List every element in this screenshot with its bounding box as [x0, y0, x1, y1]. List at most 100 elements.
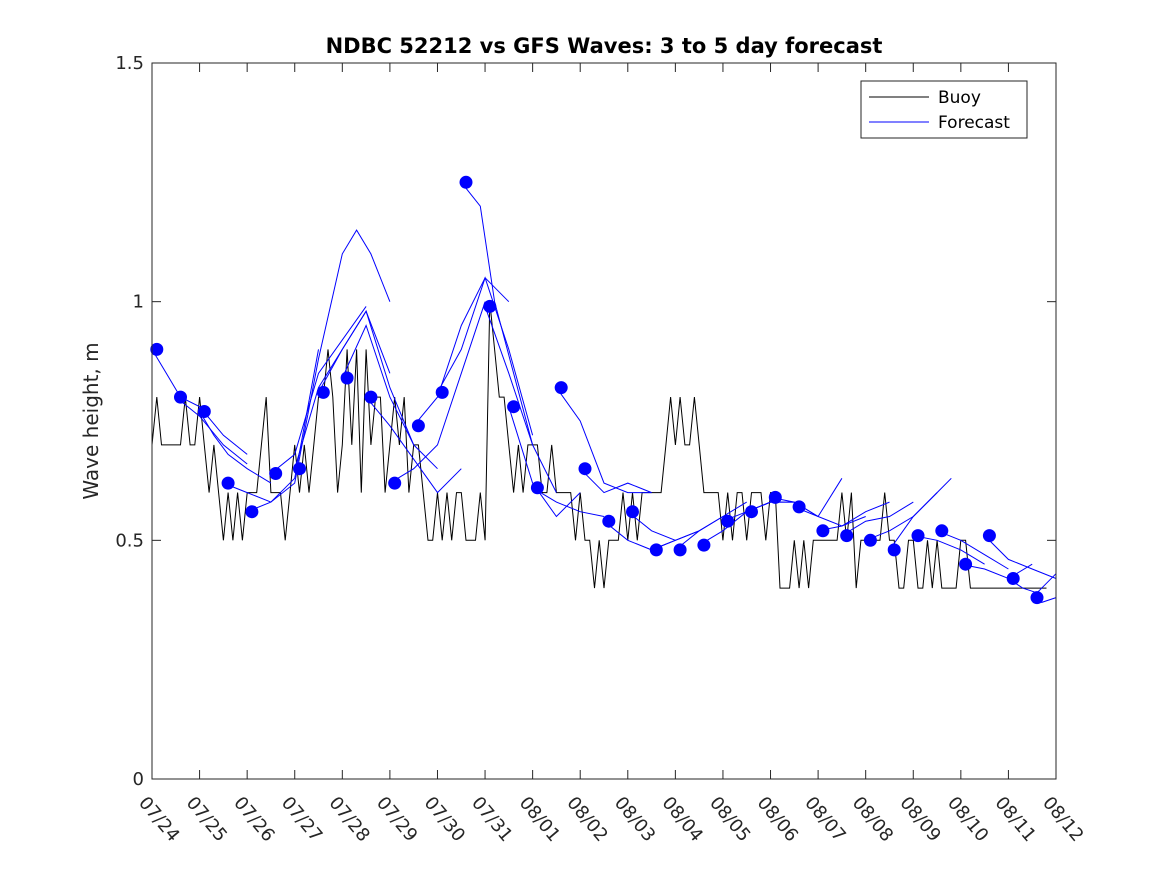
forecast-marker-point: [554, 381, 568, 395]
y-tick-label: 0.5: [115, 530, 144, 551]
y-tick-label: 1.5: [115, 53, 144, 74]
forecast-marker-point: [982, 529, 996, 543]
x-tick-label: 08/07: [800, 793, 849, 846]
x-tick-label: 07/26: [229, 793, 278, 846]
forecast-marker-point: [245, 505, 259, 519]
y-tick-label: 0: [133, 769, 144, 790]
x-tick-label: 08/03: [610, 793, 659, 846]
forecast-run-line-26: [770, 478, 843, 518]
x-tick-label: 08/01: [515, 793, 564, 846]
forecast-marker-point: [1006, 572, 1020, 585]
forecast-run-line-17: [555, 387, 652, 494]
x-tick-label: 08/06: [753, 793, 802, 846]
forecast-marker-point: [673, 543, 687, 557]
forecast-run-line-22: [675, 501, 747, 551]
forecast-marker-point: [316, 385, 330, 399]
plot-area: [150, 62, 1057, 780]
buoy-series-line: [151, 301, 1047, 589]
forecast-marker-point: [174, 390, 187, 404]
x-tick-label: 08/05: [705, 793, 754, 846]
forecast-marker-point: [388, 476, 402, 490]
forecast-marker-point: [340, 371, 354, 385]
forecast-run-line-0: [151, 349, 248, 455]
x-tick-label: 08/04: [658, 793, 707, 846]
x-tick-label: 07/27: [277, 793, 326, 846]
forecast-run-line-16: [532, 487, 605, 517]
forecast-marker-point: [530, 481, 544, 495]
forecast-run-line-31: [889, 477, 952, 551]
forecast-marker-point: [197, 405, 211, 418]
forecast-marker-point: [435, 385, 449, 399]
forecast-marker-point: [483, 299, 497, 313]
forecast-marker-point: [293, 462, 306, 476]
y-axis-label: Wave height, m: [79, 342, 103, 499]
x-tick-label: 08/09: [895, 793, 944, 846]
forecast-run-line-15: [508, 406, 581, 518]
forecast-run-line-12: [437, 276, 534, 436]
legend-buoy-label: Buoy: [938, 88, 981, 108]
plot-background: [152, 63, 1056, 779]
forecast-run-line-14: [484, 306, 557, 493]
forecast-run-line-35: [984, 535, 1057, 579]
x-tick-label: 08/02: [562, 793, 611, 846]
forecast-run-line-34: [960, 563, 1033, 580]
forecast-run-line-10: [389, 301, 486, 484]
forecast-run-line-28: [818, 501, 890, 532]
forecast-marker-point: [150, 342, 164, 356]
forecast-marker-point: [578, 462, 592, 476]
chart-title: NDBC 52212 vs GFS Waves: 3 to 5 day fore…: [326, 34, 883, 58]
forecast-run-line-27: [794, 506, 866, 527]
forecast-run-line-8: [341, 324, 438, 470]
forecast-marker-point: [840, 529, 854, 543]
x-tick-label: 07/30: [420, 793, 469, 846]
y-axis: 0 0.5 1 1.5: [115, 53, 1056, 790]
forecast-marker-point: [887, 543, 901, 557]
forecast-run-line-11: [413, 276, 510, 427]
forecast-marker-point: [459, 175, 473, 189]
x-tick-label: 08/12: [1038, 793, 1087, 846]
x-tick-label: 07/25: [182, 793, 231, 846]
legend: Buoy Forecast: [860, 80, 1028, 139]
forecast-marker-point: [721, 514, 735, 528]
forecast-marker-point: [507, 400, 521, 414]
forecast-run-line-13: [460, 181, 534, 446]
forecast-marker-point: [221, 476, 235, 490]
forecast-run-line-4: [247, 229, 391, 513]
forecast-marker-point: [911, 529, 925, 543]
x-tick-label: 08/11: [991, 793, 1040, 846]
legend-forecast-label: Forecast: [938, 113, 1010, 133]
series-layer: [150, 175, 1057, 605]
forecast-run-line-33: [936, 530, 1009, 570]
forecast-run-line-7: [318, 310, 415, 446]
forecast-marker-point: [816, 524, 830, 538]
forecast-marker-point: [602, 514, 616, 528]
forecast-marker-point: [1030, 591, 1044, 605]
forecast-marker-point: [768, 490, 782, 504]
forecast-marker-point: [364, 390, 378, 404]
forecast-marker-point: [269, 467, 283, 480]
x-tick-label: 08/08: [848, 793, 897, 846]
forecast-run-line-9: [365, 396, 462, 494]
forecast-marker-point: [863, 533, 877, 547]
x-tick-label: 07/28: [324, 793, 373, 846]
forecast-marker-point: [745, 505, 758, 519]
forecast-marker-point: [411, 419, 425, 433]
forecast-marker-point: [959, 557, 973, 571]
forecast-run-line-18: [579, 468, 652, 494]
forecast-run-line-29: [841, 501, 914, 537]
x-tick-label: 07/29: [372, 793, 421, 846]
axes-box: [151, 62, 1057, 780]
x-tick-label: 08/10: [943, 793, 992, 846]
y-tick-label: 1: [133, 292, 144, 313]
forecast-marker-point: [649, 543, 663, 557]
forecast-run-line-5: [270, 306, 367, 474]
x-tick-label: 07/31: [467, 793, 516, 846]
forecast-marker-point: [792, 500, 806, 514]
x-tick-label: 07/24: [134, 793, 183, 846]
forecast-marker-point: [935, 524, 949, 538]
forecast-marker-point: [626, 505, 639, 519]
forecast-marker-point: [697, 538, 711, 552]
forecast-run-line-32: [913, 535, 985, 565]
forecast-run-line-2: [199, 411, 272, 484]
